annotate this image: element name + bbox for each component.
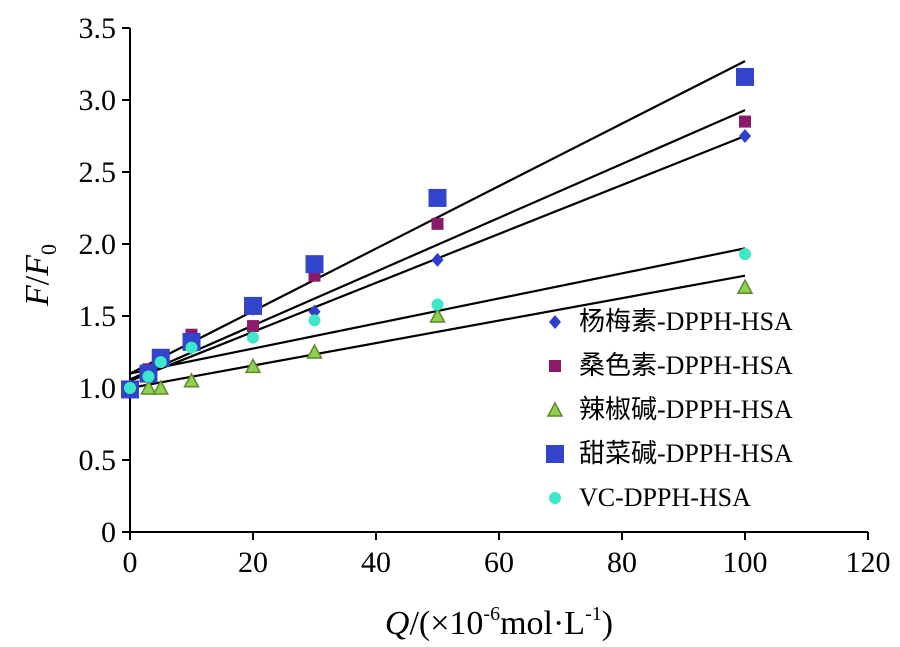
- legend-marker-3: [546, 401, 564, 417]
- x-tick-label: 20: [238, 546, 268, 579]
- point-series-4: [244, 296, 262, 315]
- x-tick-label: 120: [846, 546, 891, 579]
- fit-line-2: [129, 109, 746, 381]
- x-tick-label: 0: [123, 546, 138, 579]
- legend-marker-5: [549, 492, 561, 504]
- y-axis-label-sub: 0: [36, 244, 61, 255]
- y-tick-label: 3.5: [79, 12, 117, 45]
- y-tick-label: 3.0: [79, 84, 117, 117]
- legend-marker-4: [546, 445, 564, 463]
- y-tick-label: 2.0: [79, 228, 117, 261]
- point-series-2: [247, 320, 259, 333]
- x-axis-label-exp1: -6: [483, 603, 500, 625]
- legend-marker-2: [549, 360, 561, 372]
- legend-label-1: 杨梅素-DPPH-HSA: [579, 307, 793, 336]
- point-series-2: [739, 115, 751, 128]
- y-tick-label: 2.5: [79, 156, 117, 189]
- point-series-3: [306, 343, 323, 359]
- legend-label-4: 甜菜碱-DPPH-HSA: [579, 439, 793, 468]
- x-axis-label-rest: /(×10: [409, 605, 483, 642]
- y-axis-label-den: F: [19, 254, 56, 277]
- point-series-4: [428, 188, 447, 207]
- y-tick-label: 1.5: [79, 300, 117, 333]
- point-series-3: [244, 357, 262, 374]
- x-axis-label: Q/(×10-6mol·L-1): [385, 603, 613, 642]
- legend-label-3: 辣椒碱-DPPH-HSA: [579, 395, 793, 424]
- x-axis-label-close: ): [602, 605, 613, 642]
- legend-marker-1: [549, 315, 561, 329]
- point-series-3: [152, 379, 170, 395]
- y-axis-label: F/F0: [19, 244, 61, 307]
- y-tick-label: 1.0: [79, 372, 117, 405]
- legend-label-2: 桑色素-DPPH-HSA: [579, 351, 793, 380]
- point-series-3: [183, 372, 200, 388]
- point-series-3: [140, 379, 157, 395]
- axes: 0 0.5 1.0 1.5 2.0 2.5 3.0 3.5 0 20 40 60 80 100 120: [79, 12, 891, 579]
- point-series-5: [739, 248, 751, 261]
- point-series-2: [431, 217, 444, 230]
- point-series-5: [154, 356, 167, 369]
- y-axis-label-slash: /: [19, 275, 56, 285]
- x-tick-label: 80: [607, 546, 637, 579]
- x-tick-label: 100: [723, 546, 768, 579]
- fit-line-3: [129, 274, 746, 390]
- point-series-4: [305, 255, 324, 274]
- x-axis-label-exp2: -1: [585, 603, 602, 625]
- point-series-3: [736, 278, 754, 294]
- data-points: [121, 67, 754, 399]
- point-series-5: [431, 298, 444, 311]
- fit-line-4: [129, 60, 746, 375]
- x-axis-label-var: Q: [385, 605, 410, 642]
- legend: 杨梅素-DPPH-HSA 桑色素-DPPH-HSA 辣椒碱-DPPH-HSA 甜菜碱-…: [546, 307, 793, 512]
- x-axis-label-unit: mol·L: [500, 605, 585, 642]
- point-series-5: [185, 341, 198, 354]
- y-tick-label: 0: [101, 516, 116, 549]
- point-series-1: [431, 252, 444, 267]
- x-tick-label: 60: [484, 546, 514, 579]
- legend-label-5: VC-DPPH-HSA: [579, 483, 751, 512]
- point-series-5: [308, 314, 321, 327]
- y-axis-label-num: F: [19, 284, 56, 307]
- x-tick-label: 40: [361, 546, 391, 579]
- point-series-1: [739, 129, 751, 143]
- point-series-5: [124, 382, 136, 394]
- point-series-5: [142, 370, 155, 383]
- point-series-4: [736, 67, 754, 86]
- y-tick-label: 0.5: [79, 444, 117, 477]
- point-series-5: [247, 331, 259, 344]
- point-series-3: [429, 307, 446, 323]
